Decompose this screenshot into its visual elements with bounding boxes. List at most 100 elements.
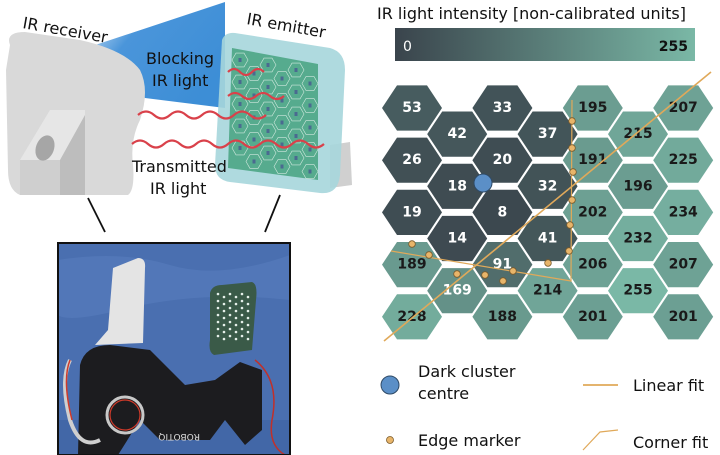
photo-led — [240, 292, 244, 296]
led — [266, 63, 270, 67]
led — [280, 120, 284, 125]
photo-led — [228, 306, 232, 310]
hex-cell — [653, 294, 714, 340]
hex-cell — [517, 215, 578, 262]
emitter-pointer-line — [264, 194, 281, 233]
photo-led — [216, 306, 220, 310]
photo-led-grid — [216, 292, 250, 341]
led-cell — [301, 142, 319, 157]
led — [280, 76, 284, 81]
photo-led — [216, 299, 220, 303]
led — [308, 81, 312, 86]
hex-cell-value: 18 — [447, 178, 466, 194]
legend-edge-marker-label: Edge marker — [418, 431, 521, 450]
ir-illustration: IR receiver IR emitter Blocking IR light… — [6, 2, 352, 233]
led-cell — [301, 98, 319, 113]
edge-marker — [509, 267, 517, 275]
led-cell — [301, 164, 319, 179]
hex-cell — [382, 189, 442, 235]
led-cell — [301, 76, 319, 91]
legend-cluster-centre-label-2: centre — [418, 384, 469, 403]
led — [238, 80, 242, 84]
led — [238, 146, 242, 150]
hex-cell-value: 33 — [493, 100, 512, 116]
legend-cluster-centre-label-1: Dark cluster — [418, 362, 516, 381]
legend-edge-marker-symbol — [386, 436, 394, 444]
hex-cell-value: 201 — [578, 309, 607, 325]
hex-cell-value: 228 — [397, 309, 426, 325]
edge-marker — [569, 168, 577, 176]
transmitted-light-label-2: IR light — [150, 179, 206, 198]
photo-led — [228, 292, 232, 296]
led-cell — [287, 106, 305, 122]
hex-cell-value: 201 — [669, 309, 698, 325]
ir-emitter-drawing — [215, 32, 352, 194]
photo-led — [222, 302, 226, 306]
led — [266, 107, 270, 111]
photo-led — [234, 330, 238, 334]
led — [280, 98, 284, 103]
led-cell — [287, 62, 305, 78]
led-cell — [273, 115, 291, 130]
led — [252, 137, 256, 142]
photo-led — [234, 302, 238, 306]
led-cell — [287, 128, 305, 144]
blocking-light-beam — [80, 2, 225, 108]
hex-cell — [472, 137, 533, 183]
hex-cell — [427, 163, 488, 209]
photo-led — [246, 295, 250, 299]
photo-led — [228, 327, 232, 331]
hex-cell — [472, 85, 533, 131]
edge-marker — [566, 221, 574, 229]
transmitted-light-label-1: Transmitted — [131, 157, 227, 176]
photo-led — [234, 316, 238, 320]
hex-cell-value: 169 — [443, 283, 472, 299]
edge-marker — [481, 271, 489, 279]
photo-led — [228, 320, 232, 324]
hex-cell-value: 26 — [402, 152, 421, 168]
led-cell — [259, 123, 277, 139]
legend-cluster-centre-symbol — [380, 375, 400, 395]
edge-marker — [568, 196, 576, 204]
hex-cell-value: 207 — [669, 100, 698, 116]
colorbar-title: IR light intensity [non-calibrated units… — [377, 4, 686, 23]
legend: Dark cluster centre Edge marker Linear f… — [380, 362, 708, 452]
edge-marker — [425, 251, 433, 259]
led-cell — [287, 84, 305, 100]
led-cell — [259, 145, 277, 161]
hex-cell-value: 19 — [402, 204, 421, 220]
photo-led — [222, 309, 226, 313]
hex-cell — [517, 163, 578, 209]
photo-led — [228, 313, 232, 317]
photo-led — [222, 316, 226, 320]
led-cell — [259, 79, 277, 95]
photo-led — [234, 323, 238, 327]
hex-cell-value: 225 — [669, 152, 698, 168]
hex-cell-value: 53 — [402, 100, 421, 116]
photo-led — [222, 337, 226, 341]
photo-led — [240, 327, 244, 331]
hex-cell-value: 234 — [669, 204, 698, 220]
led-cell — [259, 101, 277, 117]
hex-cell — [427, 268, 488, 314]
led-cell — [301, 120, 319, 135]
hex-cell — [382, 85, 442, 131]
led — [280, 142, 284, 147]
led-cell — [273, 137, 291, 152]
hex-cell — [472, 189, 533, 235]
led — [252, 159, 256, 164]
photo-led — [240, 299, 244, 303]
hex-cell — [653, 189, 714, 235]
led — [294, 68, 298, 72]
hex-cell — [608, 163, 668, 209]
hex-cell — [427, 215, 488, 262]
edge-marker — [453, 270, 461, 278]
colorbar-max-label: 255 — [659, 39, 688, 55]
hex-cell-value: 189 — [397, 257, 426, 273]
hex-cell — [653, 242, 714, 288]
colorbar: IR light intensity [non-calibrated units… — [377, 4, 695, 61]
photo-led — [246, 337, 250, 341]
edge-marker — [544, 259, 552, 267]
photo-led — [234, 295, 238, 299]
hex-cell — [608, 268, 668, 314]
